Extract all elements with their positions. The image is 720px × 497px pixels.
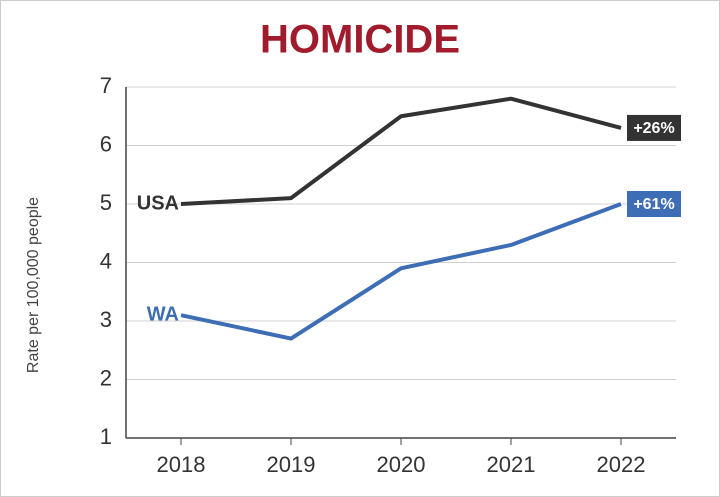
x-tick-label: 2019 <box>267 452 316 477</box>
end-label-box <box>627 114 681 141</box>
end-label: +26% <box>633 120 674 137</box>
y-tick-label: 1 <box>100 424 112 449</box>
y-tick-label: 7 <box>100 73 112 98</box>
line-series <box>180 96 622 206</box>
x-tick-label: 2021 <box>487 452 536 477</box>
end-label-box <box>627 191 681 217</box>
x-tick-label: 2020 <box>377 452 426 477</box>
end-label: +61% <box>633 196 674 213</box>
series-label: USA <box>137 192 179 214</box>
chart-title: HOMICIDE <box>260 18 460 62</box>
y-tick-label: 5 <box>100 190 112 215</box>
x-tick-label: 2018 <box>157 452 206 477</box>
y-tick-label: 2 <box>100 365 112 390</box>
y-tick-label: 6 <box>100 131 112 156</box>
line-series <box>180 202 622 341</box>
y-axis-label: Rate per 100,000 people <box>25 197 42 373</box>
y-tick-label: 3 <box>100 307 112 332</box>
x-tick-label: 2022 <box>597 452 646 477</box>
y-tick-label: 4 <box>100 248 112 273</box>
series-label: WA <box>147 303 179 325</box>
